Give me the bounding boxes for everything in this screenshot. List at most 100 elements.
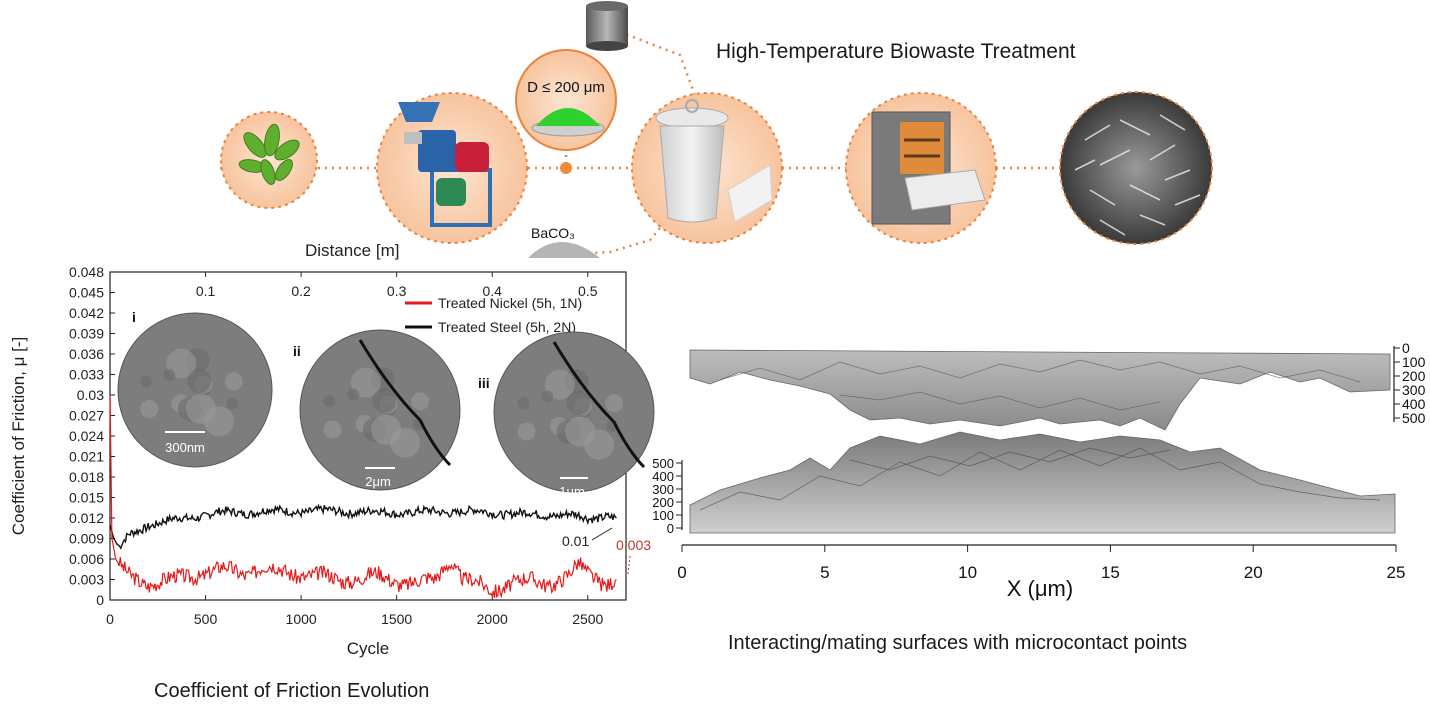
sem-inset-1: 300nm	[117, 312, 273, 468]
y-tick-label: 0.048	[69, 264, 104, 280]
y-tick-label: 0.006	[69, 551, 104, 567]
surface-x-tick-label: 15	[1101, 563, 1120, 582]
sem-texture	[411, 392, 430, 411]
sem-texture	[347, 388, 360, 401]
steel-annotation-arrow	[591, 527, 613, 541]
crucible-step	[631, 92, 783, 244]
y-axis-label: Coefficient of Friction, μ [-]	[9, 337, 28, 535]
sem-inset-3: 1μm	[493, 331, 655, 499]
y-tick-label: 0	[96, 592, 104, 608]
y-tick-label: 0.027	[69, 408, 104, 424]
y-tick-label: 0.003	[69, 572, 104, 588]
sem-inset-2: 2μm	[299, 329, 461, 491]
nickel-annotation-arrow	[627, 555, 631, 575]
y-tick-label: 0.012	[69, 510, 104, 526]
size-label: D ≤ 200 μm	[527, 79, 605, 96]
y-tick-label: 0.039	[69, 326, 104, 342]
powder-step	[515, 49, 617, 151]
z-tick-label: 200	[1402, 368, 1426, 384]
sem-texture	[163, 369, 176, 382]
x-axis-label: Cycle	[347, 639, 390, 658]
sem-texture	[544, 369, 575, 400]
sem-texture	[166, 348, 197, 379]
z-tick-label: 0	[1402, 340, 1410, 356]
nickel-series-line	[109, 394, 617, 599]
x-tick-label: 1000	[286, 611, 317, 627]
steel-end-annotation: 0.01	[562, 533, 589, 549]
sem-texture	[565, 416, 596, 447]
sem-texture	[140, 399, 159, 418]
biowaste-leaves-step	[220, 111, 318, 209]
junction-dot	[560, 162, 572, 174]
sem-texture	[323, 420, 342, 439]
sem-texture	[517, 422, 536, 441]
friction-chart: 0 0.003 0.006 0.009 0.012 0.015 0.018 0.021 0.02…	[9, 241, 655, 658]
z-tick-label: 100	[1402, 354, 1426, 370]
y-tick-label: 0.036	[69, 346, 104, 362]
furnace-step	[845, 92, 997, 244]
sem-texture	[140, 375, 153, 388]
sem-texture	[224, 372, 243, 391]
steel-series-line	[109, 503, 617, 550]
x-tick-label: 500	[194, 611, 218, 627]
y-tick-label: 0.042	[69, 305, 104, 321]
grinder-step	[376, 92, 528, 244]
y-tick-label: 0.021	[69, 449, 104, 465]
surface-x-ticks: 0 5 10 15 20 25	[677, 545, 1405, 582]
inset-roman-label: i	[132, 309, 136, 325]
inset-roman-label: iii	[478, 375, 490, 391]
x-tick-label: 2000	[477, 611, 508, 627]
scale-label: 1μm	[559, 484, 585, 499]
inset-roman-label: ii	[293, 343, 301, 359]
z-tick-label-left: 400	[652, 469, 674, 484]
y-tick-label: 0.024	[69, 428, 104, 444]
friction-caption: Coefficient of Friction Evolution	[154, 680, 430, 702]
sem-texture	[185, 393, 216, 424]
sem-texture	[187, 369, 212, 393]
top-tick-label: 0.5	[578, 283, 598, 299]
process-title: High-Temperature Biowaste Treatment	[716, 40, 1076, 63]
sem-result-step	[1059, 91, 1213, 245]
z-tick-label-left: 0	[667, 521, 674, 536]
upper-surface	[689, 349, 1391, 431]
sem-crack	[552, 341, 646, 469]
legend-label: Treated Nickel (5h, 1N)	[438, 295, 582, 311]
z-tick-label-left: 200	[652, 495, 674, 510]
z-tick-label-left: 500	[652, 456, 674, 471]
sem-texture	[226, 397, 239, 410]
y-tick-label: 0.015	[69, 490, 104, 506]
x-tick-label: 0	[106, 611, 114, 627]
z-tick-label-left: 100	[652, 508, 674, 523]
top-tick-label: 0.3	[387, 283, 407, 299]
surface-caption: Interacting/mating surfaces with microco…	[728, 632, 1188, 654]
sem-texture	[371, 414, 402, 445]
process-diagram: D ≤ 200 μm BaCO₃	[220, 1, 1213, 258]
top-tick-label: 0.1	[196, 283, 216, 299]
y-tick-label: 0.033	[69, 367, 104, 383]
z-tick-label: 400	[1402, 396, 1426, 412]
top-tick-label: 0.2	[291, 283, 311, 299]
top-axis-label: Distance [m]	[305, 241, 399, 260]
lower-surface	[689, 431, 1396, 534]
sem-texture	[541, 390, 554, 403]
z-tick-label-left: 300	[652, 482, 674, 497]
surface-xlabel: X (μm)	[1007, 576, 1073, 601]
nickel-end-annotation: 0.003	[616, 537, 651, 553]
baco3-pile	[528, 242, 600, 258]
sem-crack	[358, 339, 452, 467]
surface-x-tick-label: 25	[1387, 563, 1406, 582]
x-tick-label: 2500	[572, 611, 603, 627]
scale-label: 300nm	[165, 440, 205, 455]
surface-x-tick-label: 5	[820, 563, 829, 582]
y-tick-label: 0.03	[77, 387, 104, 403]
scale-label: 2μm	[365, 474, 391, 489]
canister-icon	[586, 1, 628, 51]
y-tick-label: 0.045	[69, 285, 104, 301]
sem-texture	[605, 394, 624, 413]
sem-texture	[566, 390, 591, 415]
surface-x-tick-label: 20	[1244, 563, 1263, 582]
sem-texture	[323, 395, 336, 407]
